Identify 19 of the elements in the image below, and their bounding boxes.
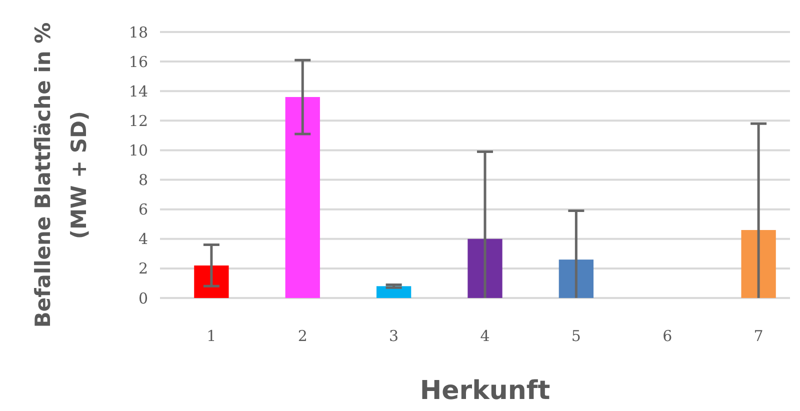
- x-axis-title: Herkunft: [420, 376, 550, 406]
- x-tick-label: 1: [206, 327, 216, 345]
- y-tick-label: 12: [128, 112, 148, 130]
- y-tick-label: 8: [138, 171, 148, 190]
- x-tick-label: 5: [571, 327, 581, 345]
- x-tick-label: 7: [754, 327, 764, 345]
- y-axis-title: Befallene Blattfläche in % (MW + SD): [31, 22, 91, 328]
- y-tick-label: 0: [138, 289, 148, 308]
- y-tick-label: 10: [128, 141, 148, 160]
- x-tick-label: 4: [480, 327, 490, 345]
- x-tick-label: 3: [389, 327, 399, 345]
- x-tick-label: 6: [662, 327, 672, 345]
- y-tick-label: 18: [128, 23, 148, 42]
- y-tick-label: 6: [138, 200, 148, 219]
- y-tick-label: 16: [128, 52, 148, 71]
- x-tick-label: 2: [298, 327, 308, 345]
- y-tick-label: 4: [138, 230, 148, 248]
- y-tick-label: 14: [128, 82, 148, 100]
- y-tick-label: 2: [138, 260, 148, 278]
